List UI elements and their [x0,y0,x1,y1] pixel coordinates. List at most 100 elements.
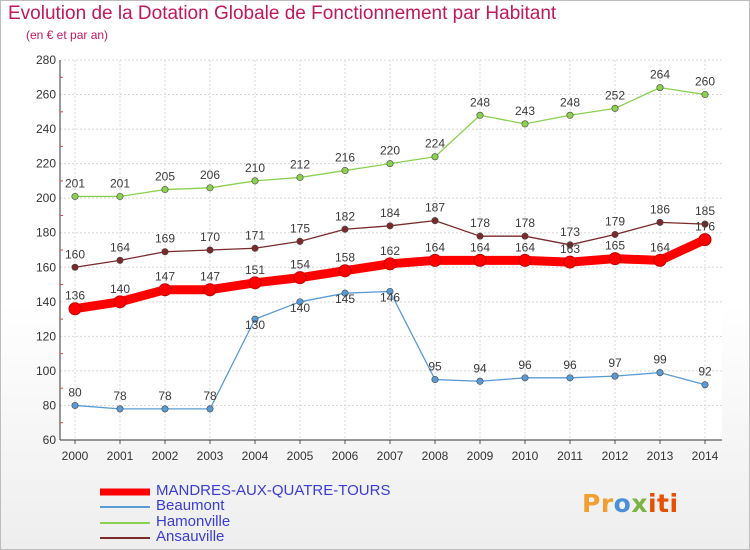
data-label-1: 78 [113,389,127,403]
data-label-2: 205 [155,170,175,184]
data-point-2 [251,177,259,185]
data-label-0: 164 [470,240,490,254]
data-point-1 [116,405,124,413]
legend-item-beaumont: Beaumont [100,497,430,514]
data-point-3 [656,218,664,226]
data-point-2 [206,184,214,192]
legend-swatch-ansauville [100,536,150,539]
data-point-3 [701,220,709,228]
data-point-0 [608,252,622,266]
x-tick-label: 2011 [557,449,583,463]
data-point-3 [116,256,124,264]
data-point-3 [296,237,304,245]
legend-swatch-mandres [100,488,150,495]
data-point-1 [521,374,529,382]
data-point-3 [476,232,484,240]
data-point-0 [563,255,577,269]
data-point-0 [203,283,217,297]
data-point-1 [296,298,304,306]
data-point-0 [293,271,307,285]
data-point-1 [386,287,394,295]
data-point-1 [161,405,169,413]
data-point-1 [206,405,214,413]
data-label-0: 147 [155,270,175,284]
data-label-1: 78 [203,389,217,403]
data-point-3 [206,246,214,254]
data-label-2: 206 [200,168,220,182]
data-point-0 [473,253,487,267]
data-point-1 [476,377,484,385]
data-label-3: 169 [155,232,175,246]
data-label-2: 260 [695,75,715,89]
data-point-2 [71,192,79,200]
legend-item-mandres: MANDRES-AUX-QUATRE-TOURS [100,482,430,499]
data-label-1: 99 [653,353,667,367]
data-label-1: 92 [698,365,712,379]
data-label-2: 248 [560,95,580,109]
data-label-2: 224 [425,137,445,151]
data-label-1: 130 [245,318,265,332]
data-label-2: 201 [110,176,130,190]
data-label-0: 154 [290,258,310,272]
data-point-2 [431,153,439,161]
data-point-2 [701,91,709,99]
x-tick-label: 2001 [107,449,134,463]
data-point-3 [521,232,529,240]
x-tick-label: 2006 [332,449,359,463]
data-point-3 [71,263,79,271]
data-point-0 [383,257,397,271]
data-point-0 [113,295,127,309]
data-label-0: 140 [110,282,130,296]
data-point-1 [341,289,349,297]
chart-subtitle: (en € et par an) [26,28,109,42]
x-tick-label: 2000 [62,449,89,463]
proxiti-logo: Proxiti [582,489,679,518]
data-label-3: 164 [110,240,130,254]
data-label-0: 165 [605,239,625,253]
data-point-3 [341,225,349,233]
y-tick-label: 240 [36,122,56,136]
data-label-2: 248 [470,95,490,109]
data-point-1 [566,374,574,382]
data-label-3: 160 [65,247,85,261]
legend-label-ansauville: Ansauville [156,528,225,545]
data-point-0 [428,253,442,267]
data-point-2 [161,186,169,194]
data-point-3 [611,230,619,238]
data-label-3: 175 [290,221,310,235]
y-tick-label: 280 [36,53,56,67]
data-label-3: 178 [470,216,490,230]
x-tick-label: 2012 [602,449,629,463]
data-label-1: 145 [335,292,355,306]
data-label-2: 264 [650,68,670,82]
x-tick-label: 2009 [467,449,494,463]
y-tick-label: 160 [36,260,56,274]
data-label-3: 182 [335,209,355,223]
data-point-3 [431,217,439,225]
x-tick-label: 2010 [512,449,539,463]
x-tick-label: 2005 [287,449,314,463]
data-label-1: 78 [158,389,172,403]
data-label-2: 220 [380,144,400,158]
data-label-0: 176 [695,220,715,234]
data-label-2: 210 [245,161,265,175]
data-point-2 [116,192,124,200]
data-label-1: 95 [428,360,442,374]
data-point-2 [296,173,304,181]
data-point-0 [338,264,352,278]
data-point-2 [611,104,619,112]
x-tick-label: 2002 [152,449,179,463]
data-point-1 [656,369,664,377]
data-point-3 [566,241,574,249]
data-label-1: 146 [380,290,400,304]
x-tick-label: 2003 [197,449,224,463]
data-label-1: 97 [608,356,622,370]
data-point-0 [68,302,82,316]
data-point-1 [611,372,619,380]
data-point-2 [656,84,664,92]
y-tick-label: 100 [36,364,56,378]
data-label-3: 170 [200,230,220,244]
legend-swatch-hamonville [100,521,150,524]
data-label-3: 179 [605,214,625,228]
legend-swatch-beaumont [100,505,150,508]
